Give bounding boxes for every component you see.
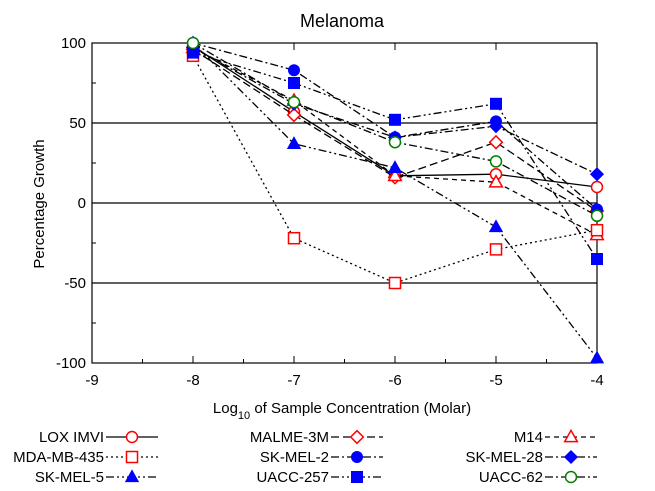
series-line <box>192 47 598 236</box>
legend-item: SK-MEL-28 <box>465 449 597 466</box>
data-point-marker <box>351 471 363 483</box>
data-point-marker <box>563 428 579 443</box>
data-point-marker <box>488 119 504 134</box>
axis-ticks: -9 -8 -7 -6 -5 -4 -100 -50 0 50 100 <box>56 35 604 389</box>
y-tick-label: -50 <box>64 275 86 292</box>
y-tick-label: 100 <box>61 35 86 52</box>
data-point-marker <box>489 155 503 168</box>
y-tick-label: -100 <box>56 355 86 372</box>
data-point-marker <box>288 64 300 77</box>
data-point-marker <box>125 430 139 444</box>
series-line <box>192 42 598 217</box>
legend-item: M14 <box>514 428 597 446</box>
series-line <box>192 51 598 260</box>
legend-label: MALME-3M <box>250 429 329 446</box>
data-point-marker <box>349 429 365 445</box>
data-point-marker <box>488 219 504 233</box>
data-point-marker <box>590 180 604 194</box>
x-tick-label: -9 <box>85 372 98 389</box>
legend-item: MALME-3M <box>250 429 383 446</box>
x-axis-title-suffix: of Sample Concentration (Molar) <box>250 400 471 417</box>
data-point-marker <box>186 36 200 50</box>
data-point-marker <box>287 231 301 245</box>
data-point-marker <box>351 451 363 463</box>
legend-item: SK-MEL-2 <box>260 449 383 466</box>
data-point-marker <box>388 135 402 149</box>
y-tick-label: 0 <box>78 195 86 212</box>
legend-label: SK-MEL-5 <box>35 469 104 486</box>
chart-title: Melanoma <box>300 11 385 31</box>
legend-item: LOX IMVI <box>39 429 158 446</box>
data-point-marker <box>389 113 401 126</box>
reference-lines <box>92 122 597 284</box>
series-layer <box>185 35 605 364</box>
legend-item: MDA-MB-435 <box>13 449 158 466</box>
legend-label: MDA-MB-435 <box>13 449 104 466</box>
x-tick-label: -5 <box>489 372 502 389</box>
data-point-marker <box>563 449 579 465</box>
data-point-marker <box>590 223 604 237</box>
legend-label: SK-MEL-2 <box>260 449 329 466</box>
y-axis-title: Percentage Growth <box>31 139 48 268</box>
data-point-marker <box>125 450 139 464</box>
x-tick-label: -4 <box>590 372 603 389</box>
legend-label: UACC-257 <box>256 469 329 486</box>
x-axis-title: Log10 of Sample Concentration (Molar) <box>213 400 471 422</box>
x-tick-label: -8 <box>186 372 199 389</box>
data-point-marker <box>124 469 140 483</box>
data-point-marker <box>591 253 603 265</box>
data-point-marker <box>286 136 302 149</box>
legend-label: SK-MEL-28 <box>465 449 543 466</box>
legend-label: LOX IMVI <box>39 429 104 446</box>
series-line <box>192 42 598 359</box>
data-point-marker <box>488 134 504 150</box>
data-point-marker <box>286 107 302 123</box>
data-point-marker <box>388 276 402 290</box>
series-uacc-62 <box>186 36 604 223</box>
legend: LOX IMVI MALME-3M M14 MDA-MB-435 SK-MEL-2 SK-… <box>13 428 597 486</box>
x-axis-title-subscript: 10 <box>238 410 250 422</box>
data-point-marker <box>488 174 504 188</box>
data-point-marker <box>288 77 300 89</box>
legend-item: UACC-62 <box>479 469 597 486</box>
x-tick-label: -6 <box>388 372 401 389</box>
data-point-marker <box>590 209 604 223</box>
legend-item: SK-MEL-5 <box>35 469 158 486</box>
data-point-marker <box>589 167 605 182</box>
series-line <box>192 47 598 175</box>
legend-label: UACC-62 <box>479 469 543 486</box>
data-point-marker <box>489 243 503 256</box>
legend-item: UACC-257 <box>256 469 383 486</box>
x-axis-title-prefix: Log <box>213 400 238 417</box>
legend-label: M14 <box>514 429 543 446</box>
x-tick-label: -7 <box>287 372 300 389</box>
data-point-marker <box>387 167 403 182</box>
data-point-marker <box>589 350 605 364</box>
series-sk-mel-2 <box>187 37 603 216</box>
series-line <box>192 48 598 212</box>
data-point-marker <box>564 470 578 484</box>
data-point-marker <box>287 95 301 109</box>
y-tick-label: 50 <box>69 115 86 132</box>
data-point-marker <box>490 97 502 110</box>
data-point-marker <box>387 160 403 173</box>
